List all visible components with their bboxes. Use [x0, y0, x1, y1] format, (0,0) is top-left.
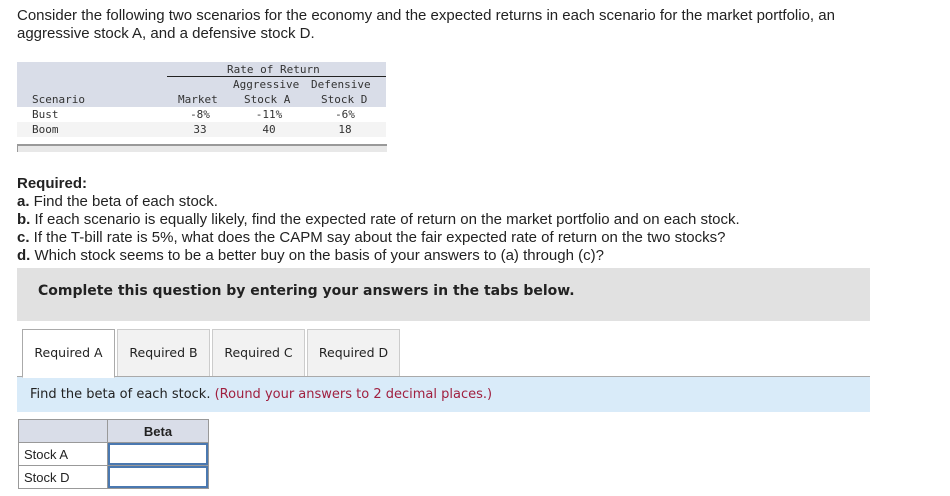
beta-stock-d-input[interactable] [108, 466, 208, 488]
instruction-box: Complete this question by entering your … [17, 268, 870, 321]
cell-market: -8% [190, 108, 210, 121]
col-market: Market [178, 93, 218, 106]
item-text: If the T-bill rate is 5%, what does the … [29, 229, 726, 246]
required-section: Required: a. Find the beta of each stock… [17, 175, 740, 265]
cell-stock-a: 40 [262, 123, 276, 136]
returns-table: Rate of Return Scenario Market Aggressiv… [17, 62, 386, 137]
tab-required-b[interactable]: Required B [117, 329, 210, 377]
col-scenario: Scenario [32, 93, 85, 106]
table-row: Stock A [18, 442, 209, 466]
returns-table-header: Rate of Return Scenario Market Aggressiv… [17, 62, 386, 107]
cell-scenario: Bust [32, 108, 59, 121]
required-title: Required: [17, 175, 88, 192]
row-label: Stock D [18, 465, 108, 489]
table-footer-bar [17, 144, 387, 152]
required-item-a: a. Find the beta of each stock. [17, 193, 740, 211]
group-header: Rate of Return [227, 63, 320, 76]
cell-stock-a: -11% [255, 108, 283, 121]
required-item-c: c. If the T-bill rate is 5%, what does t… [17, 229, 740, 247]
header-blank [18, 419, 108, 443]
col-aggressive: Aggressive [233, 78, 300, 91]
prompt-hint: (Round your answers to 2 decimal places.… [214, 387, 493, 402]
item-letter: a. [17, 193, 30, 210]
item-text: Which stock seems to be a better buy on … [30, 247, 604, 264]
tab-required-a[interactable]: Required A [22, 329, 115, 378]
cell-stock-d: -6% [335, 108, 355, 121]
row-label: Stock A [18, 442, 108, 466]
tab-required-c[interactable]: Required C [212, 329, 305, 377]
cell-scenario: Boom [32, 123, 59, 136]
prompt-text: Find the beta of each stock. [30, 387, 211, 402]
answer-table: Beta Stock A Stock D [18, 419, 209, 489]
col-defensive: Defensive [311, 78, 371, 91]
header-beta: Beta [107, 419, 209, 443]
required-item-b: b. If each scenario is equally likely, f… [17, 211, 740, 229]
item-letter: b. [17, 211, 31, 228]
prompt-band: Find the beta of each stock. (Round your… [17, 377, 870, 412]
beta-stock-a-input[interactable] [108, 443, 208, 465]
item-text: If each scenario is equally likely, find… [30, 211, 740, 228]
cell-market: 33 [193, 123, 207, 136]
item-letter: d. [17, 247, 31, 264]
table-row: Stock D [18, 465, 209, 489]
item-letter: c. [17, 229, 30, 246]
required-item-d: d. Which stock seems to be a better buy … [17, 247, 740, 265]
question-intro: Consider the following two scenarios for… [17, 7, 835, 42]
col-stock-a: Stock A [244, 93, 291, 106]
tab-required-d[interactable]: Required D [307, 329, 400, 377]
col-stock-d: Stock D [321, 93, 368, 106]
instruction-text: Complete this question by entering your … [38, 283, 575, 299]
cell-stock-d: 18 [338, 123, 352, 136]
table-row: Boom 33 40 18 [17, 122, 386, 137]
tab-divider [17, 376, 870, 377]
item-text: Find the beta of each stock. [29, 193, 218, 210]
table-row: Bust -8% -11% -6% [17, 107, 386, 122]
